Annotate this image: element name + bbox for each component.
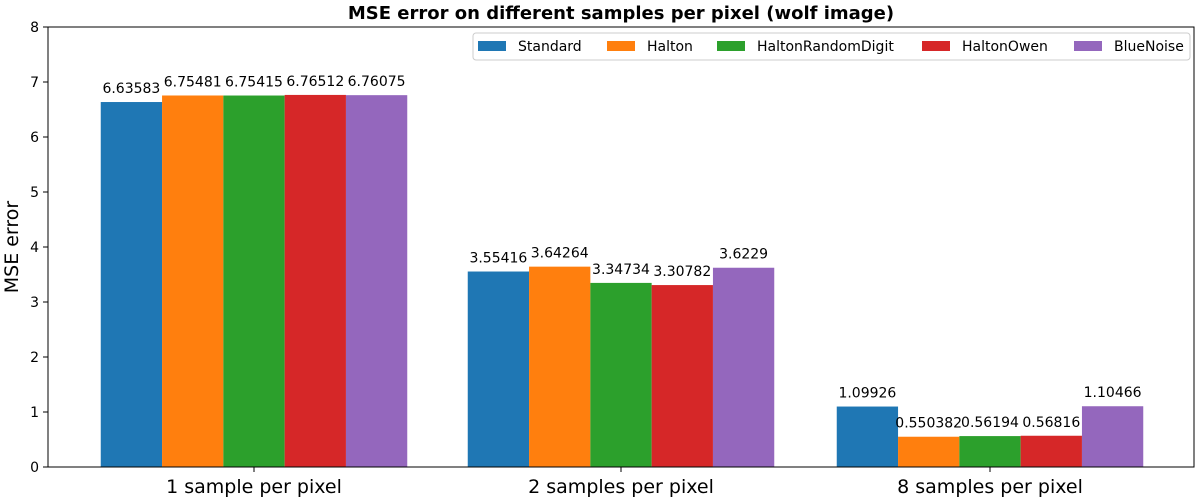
bar-haltonrandomdigit-1 [223, 95, 285, 468]
axes-layer: 0 1 2 3 4 5 6 7 8 1 sample per pixel 2 samples per… [30, 20, 1195, 498]
legend-swatch-halton [607, 41, 635, 51]
bar-bluenoise-3 [1081, 406, 1144, 467]
y-tick-label: 8 [30, 20, 39, 36]
bar-haltonrandomdigit-2 [590, 282, 652, 467]
data-label: 1.09926 [838, 386, 896, 402]
legend-label: BlueNoise [1114, 39, 1184, 55]
data-label: 6.76075 [348, 74, 406, 90]
bar-halton-3 [898, 436, 960, 467]
data-label: 0.550382 [895, 416, 962, 432]
legend-swatch-haltonrandomdigit [717, 41, 745, 51]
data-label: 6.75481 [164, 74, 222, 90]
y-tick-label: 6 [30, 130, 39, 146]
bars-layer: 6.63583 3.55416 1.09926 6.75481 3.64264 0.550… [100, 74, 1144, 468]
y-tick-label: 7 [30, 75, 39, 91]
y-tick-label: 1 [30, 405, 39, 421]
data-label: 3.30782 [653, 264, 711, 280]
y-tick-label: 4 [30, 240, 39, 256]
x-tick-label: 8 samples per pixel [897, 476, 1083, 498]
y-axis-label: MSE error [1, 201, 23, 294]
data-label: 3.34734 [592, 262, 650, 278]
bar-standard-1 [100, 102, 163, 467]
y-tick-label: 3 [30, 295, 39, 311]
bar-bluenoise-1 [345, 95, 408, 467]
legend: Standard Halton HaltonRandomDigit HaltonOwe… [472, 32, 1191, 61]
chart-title: MSE error on different samples per pixel… [348, 3, 894, 24]
bar-haltonowen-3 [1020, 435, 1082, 467]
data-label: 0.56194 [961, 415, 1019, 431]
data-label: 3.6229 [719, 247, 768, 263]
data-label: 6.76512 [286, 74, 344, 90]
legend-label: Halton [647, 39, 693, 55]
data-label: 6.75415 [225, 75, 283, 91]
bar-bluenoise-2 [712, 267, 775, 467]
bar-haltonowen-1 [284, 94, 346, 468]
data-label: 0.56816 [1022, 415, 1080, 431]
x-tick-label: 2 samples per pixel [528, 476, 714, 498]
legend-box [472, 32, 1191, 61]
data-label: 6.63583 [102, 81, 160, 97]
x-tick-label: 1 sample per pixel [166, 476, 342, 498]
bar-halton-1 [162, 95, 224, 468]
legend-label: HaltonOwen [962, 39, 1048, 55]
legend-swatch-standard [478, 41, 506, 51]
data-label: 3.55416 [469, 251, 527, 267]
bar-haltonrandomdigit-3 [959, 436, 1021, 467]
bar-standard-3 [836, 406, 899, 467]
legend-label: Standard [518, 39, 582, 55]
bar-standard-2 [467, 271, 530, 467]
legend-swatch-haltonowen [922, 41, 950, 51]
y-tick-label: 0 [30, 460, 39, 476]
y-tick-label: 2 [30, 350, 39, 366]
y-tick-label: 5 [30, 185, 39, 201]
data-label: 3.64264 [531, 246, 589, 262]
legend-label: HaltonRandomDigit [757, 39, 894, 55]
data-label: 1.10466 [1084, 385, 1142, 401]
bar-halton-2 [529, 266, 591, 467]
legend-swatch-bluenoise [1074, 41, 1102, 51]
bar-haltonowen-2 [651, 285, 713, 467]
